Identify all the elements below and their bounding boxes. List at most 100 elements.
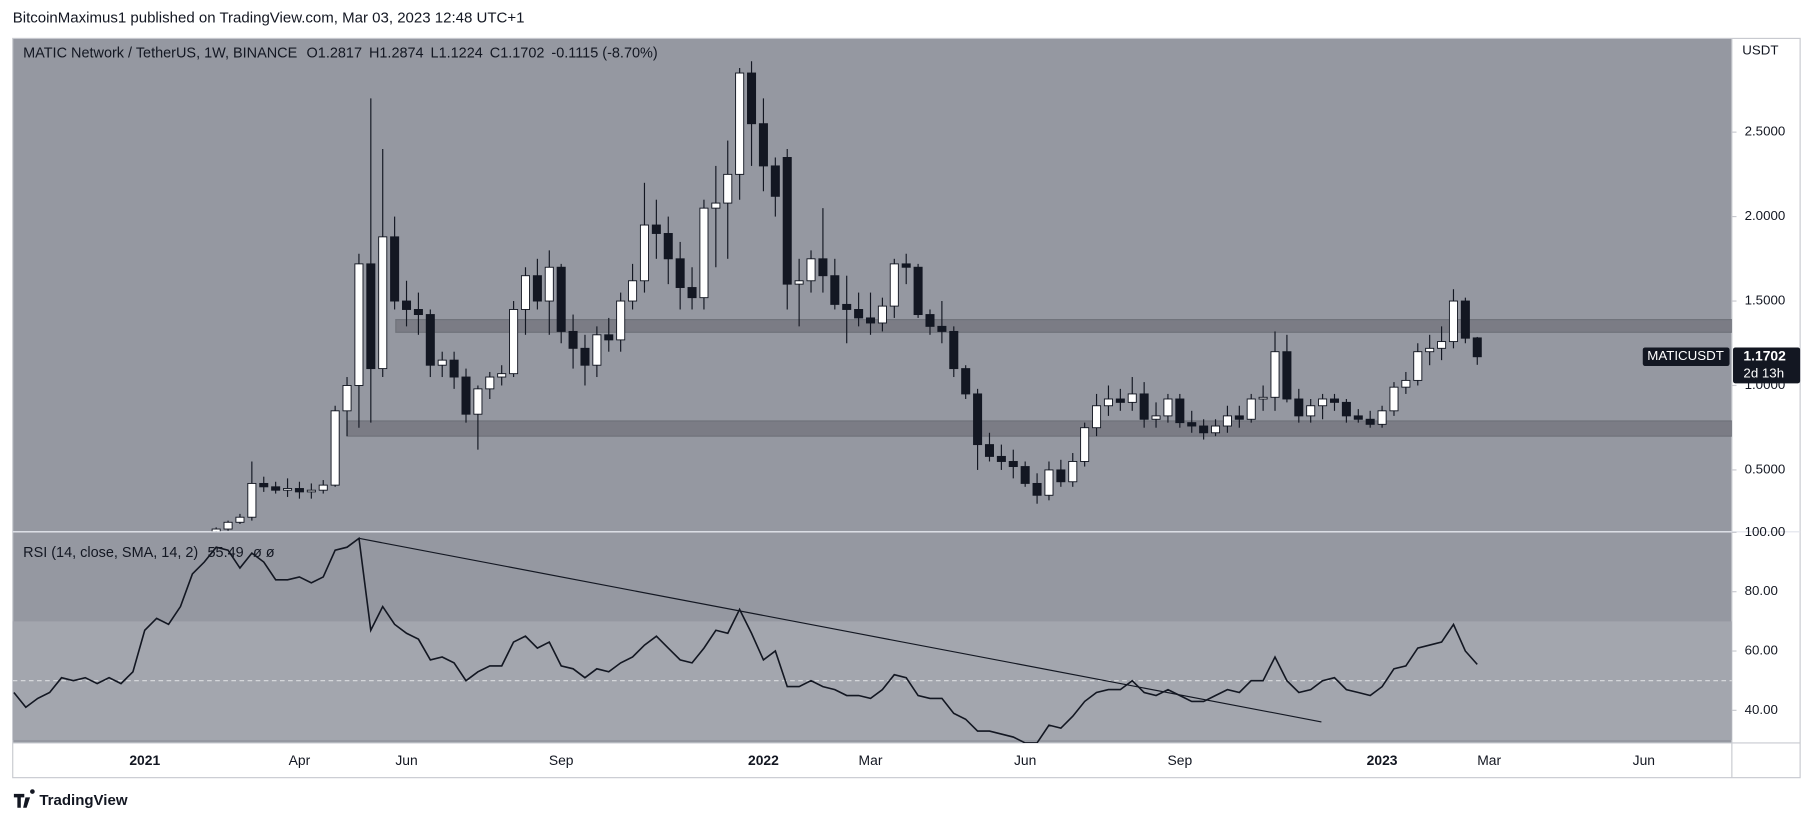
candle-body (497, 373, 507, 378)
frame (12, 37, 1801, 779)
candle-body (711, 202, 721, 209)
zone (346, 420, 1732, 437)
rsi-title: RSI (14, close, SMA, 14, 2) (23, 545, 198, 561)
candle-body (592, 334, 602, 366)
candle-body (1103, 398, 1113, 407)
y-tick-label: 80.00 (1745, 583, 1778, 598)
candle-body (306, 489, 316, 493)
candle-body (402, 300, 412, 310)
candle-body (1258, 396, 1268, 400)
candle-body (1353, 415, 1363, 420)
price-pane (12, 38, 1732, 532)
candle-body (949, 330, 959, 370)
candle-body (366, 263, 376, 370)
zone (395, 319, 1732, 333)
candle-body (342, 385, 352, 412)
y-tick-label: 1.5000 (1745, 293, 1786, 308)
trendline (358, 537, 1322, 723)
candle-body (532, 275, 542, 302)
candle-body (520, 275, 531, 310)
candle-body (580, 347, 590, 366)
rsi-extra: ø ø (253, 545, 275, 561)
candle-body (604, 334, 614, 341)
candle-body (984, 444, 994, 457)
x-tick-label: Apr (289, 752, 311, 768)
candle-body (1032, 482, 1042, 496)
axis-unit: USDT (1742, 43, 1778, 58)
candle-body (639, 224, 649, 282)
candle-body (1282, 351, 1292, 400)
rsi-line (13, 536, 1478, 743)
x-tick-label: Mar (859, 752, 883, 768)
rsi-plot (12, 536, 1732, 743)
candle-body (509, 309, 519, 375)
candle-body (556, 266, 566, 332)
y-tick-label: 100.00 (1745, 524, 1786, 539)
x-tick-label: 2022 (748, 752, 779, 768)
candle-body (1234, 415, 1244, 420)
candle-body (294, 488, 304, 493)
candle-body (699, 207, 709, 299)
candle-body (806, 258, 816, 282)
candle-body (1341, 401, 1351, 417)
candle-body (449, 359, 459, 378)
ohlc-letter: H (369, 45, 379, 61)
candle-body (782, 157, 792, 285)
ohlc-value: 1.2817 (318, 45, 362, 61)
candle-body (378, 236, 388, 370)
candle-body (818, 258, 828, 277)
candle-body (1306, 405, 1316, 417)
candle-body (1448, 300, 1458, 343)
logo (13, 789, 35, 808)
y-tick-label: 2.0000 (1745, 208, 1786, 223)
candle-body (485, 376, 495, 390)
y-tick-label: 2.5000 (1745, 124, 1786, 139)
candle-body (1377, 410, 1387, 425)
price-tag-bg (1642, 347, 1730, 366)
candle-body (1365, 418, 1375, 425)
y-tick-label: 40.00 (1745, 702, 1778, 717)
candle-body (330, 410, 340, 486)
candle-body (437, 359, 447, 366)
ohlc-letter: C (490, 45, 500, 61)
candle-body (413, 309, 423, 316)
candle-body (1080, 427, 1090, 462)
candle-body (937, 325, 947, 332)
candle-body (770, 165, 780, 197)
price-tag-countdown: 2d 13h (1743, 366, 1784, 381)
candle-body (1163, 398, 1173, 417)
x-tick-label: Sep (549, 752, 574, 768)
candle-body (1175, 398, 1185, 424)
candle-body (961, 368, 971, 395)
candle-body (271, 486, 281, 491)
candle-body (747, 72, 757, 125)
candle-body (1211, 425, 1221, 434)
brand: TradingView (39, 792, 127, 809)
candle-body (235, 516, 245, 523)
candle-body (318, 484, 328, 491)
x-tick-label: Jun (395, 752, 417, 768)
ohlc-value: 1.1702 (500, 45, 544, 61)
candle-body (723, 173, 733, 204)
candle-body (865, 317, 876, 324)
x-tick-label: Sep (1167, 752, 1192, 768)
candle-body (675, 258, 685, 288)
candle-body (259, 482, 269, 488)
x-tick-label: Mar (1477, 752, 1501, 768)
candle-body (830, 275, 840, 305)
candle-body (1401, 379, 1411, 388)
candle-body (390, 236, 400, 302)
candle-body (1389, 386, 1399, 412)
candle-body (1413, 351, 1423, 381)
candle-body (223, 521, 233, 530)
change: -0.1115 (-8.70%) (551, 45, 657, 61)
candle-body (1127, 393, 1137, 403)
candle-body (1294, 398, 1304, 417)
candle-body (283, 488, 293, 491)
price-tag (1733, 347, 1801, 384)
candle-body (616, 300, 626, 341)
candle-body (1329, 398, 1340, 403)
candle-body (889, 263, 899, 307)
candle-body (1115, 398, 1125, 403)
candle-body (1151, 415, 1161, 420)
